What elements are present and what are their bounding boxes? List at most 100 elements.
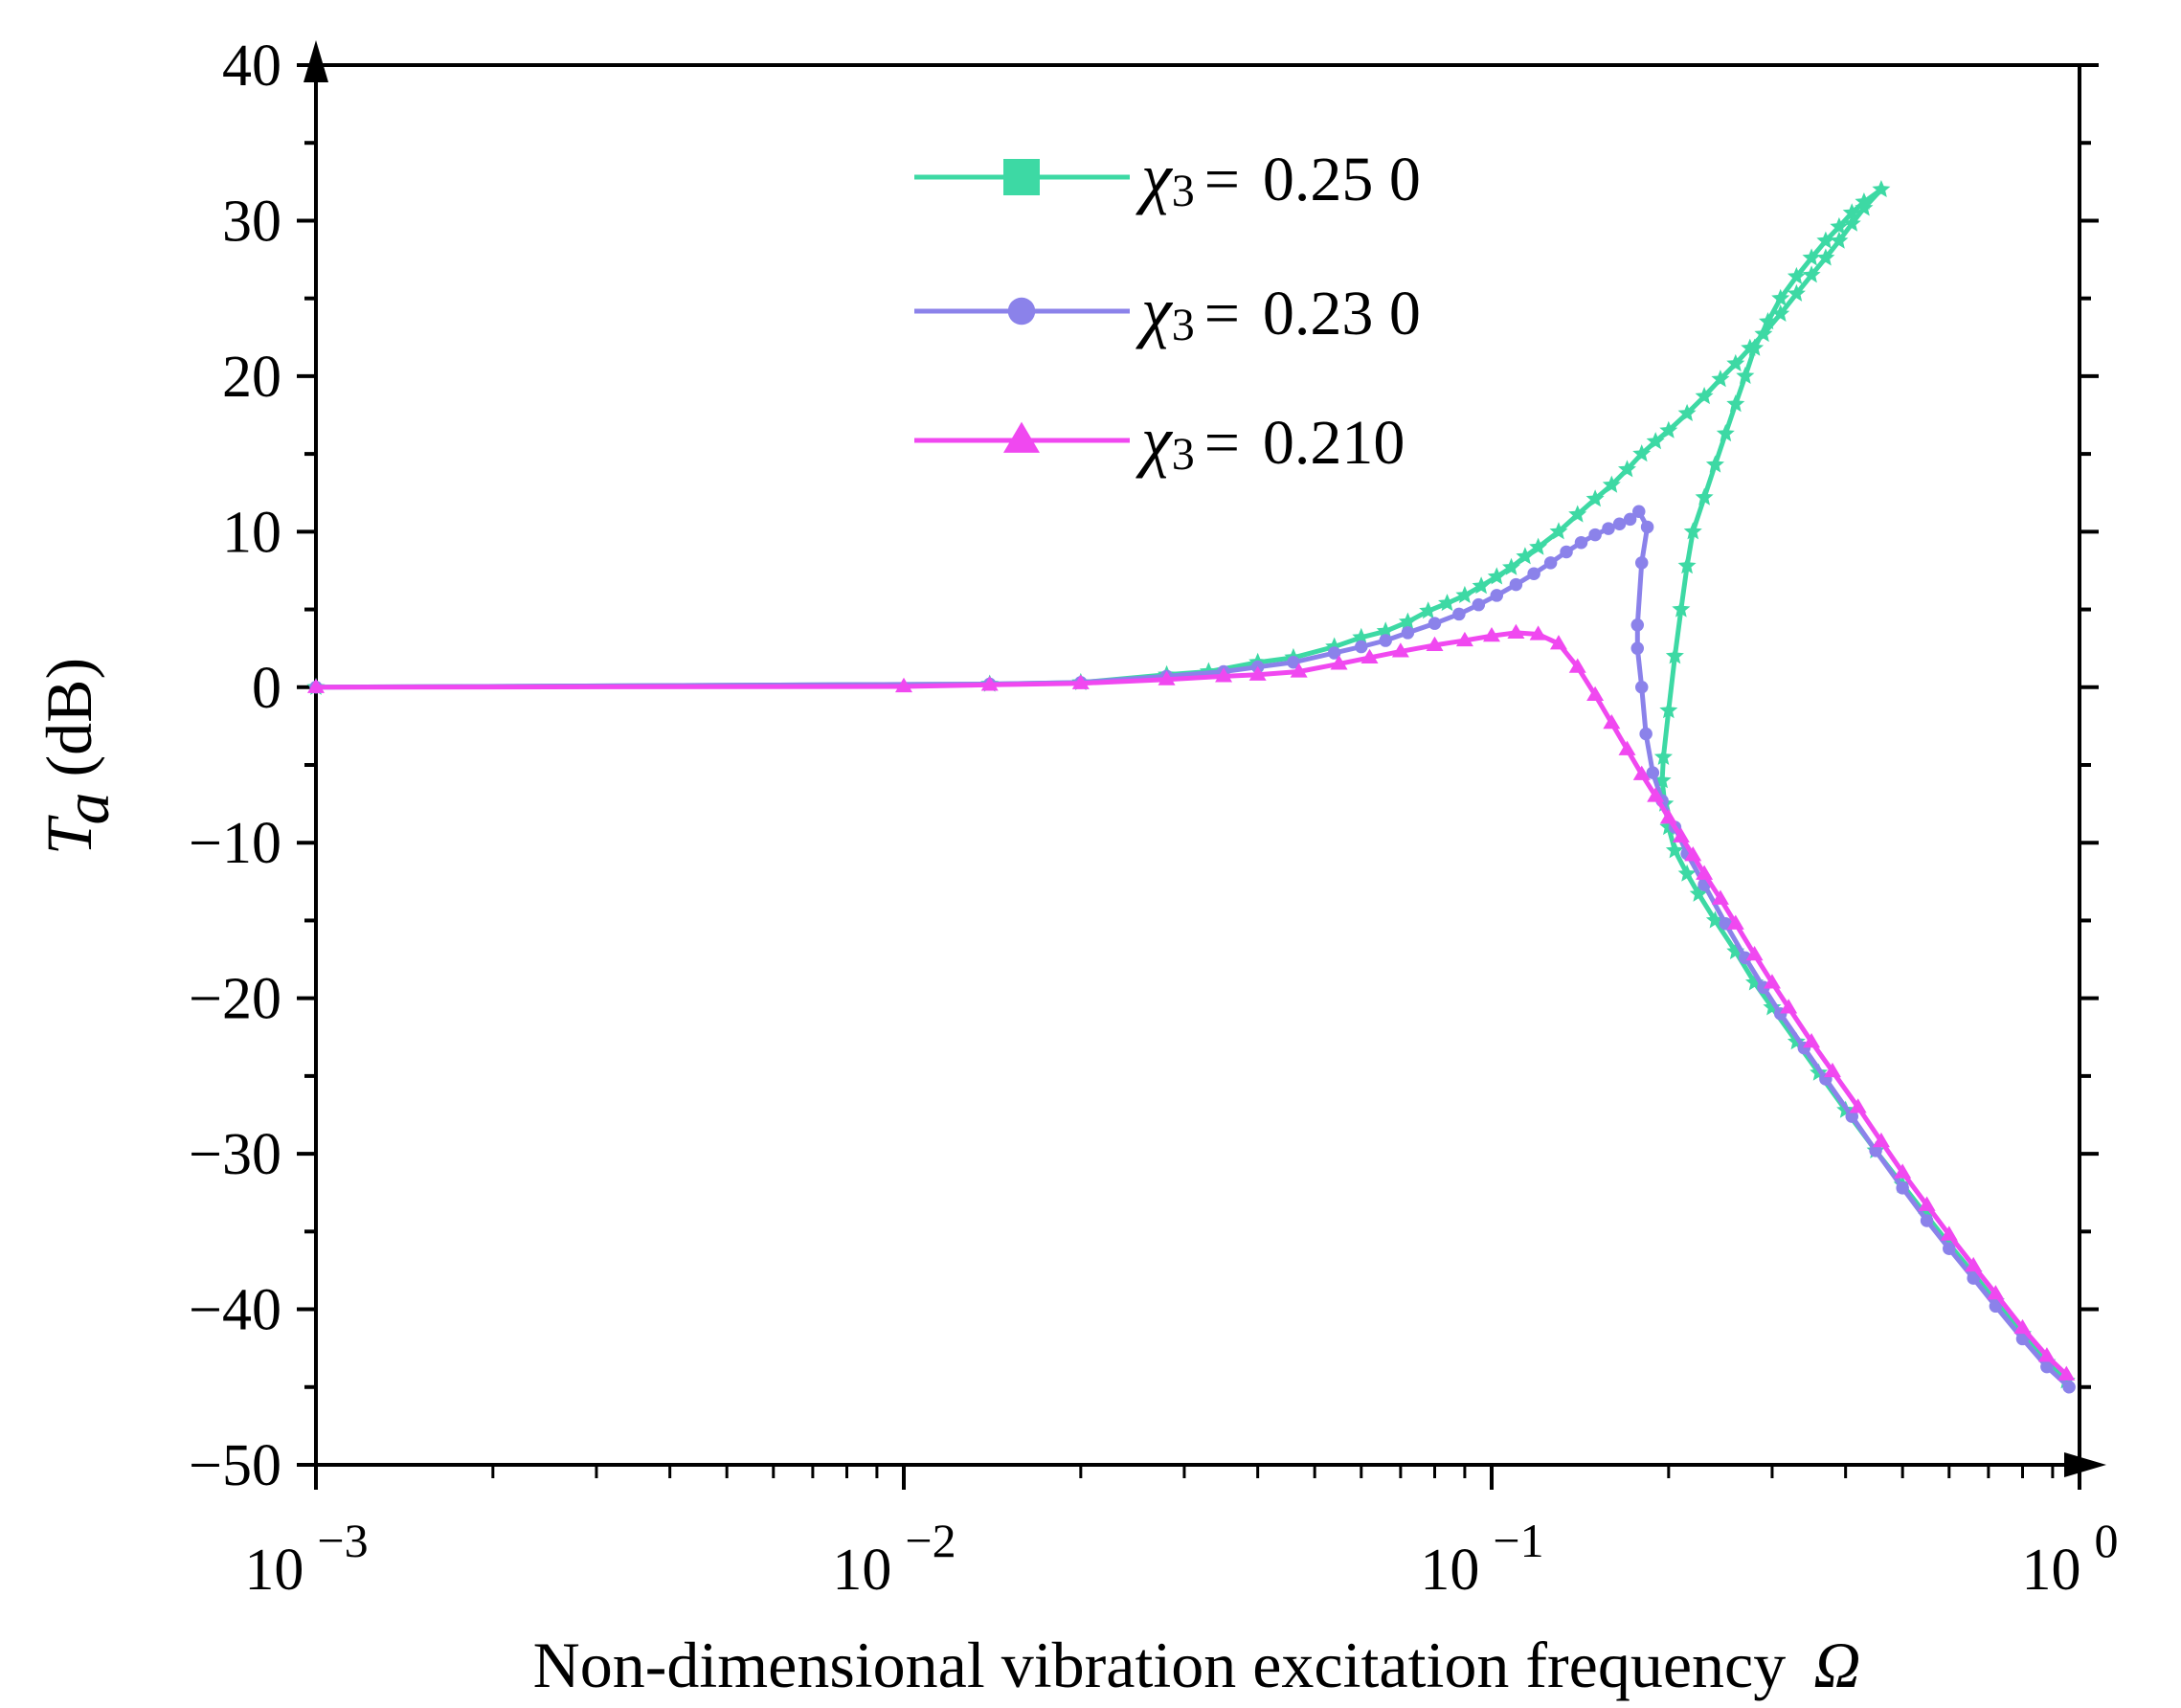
data-point <box>1653 747 1673 765</box>
data-point <box>1705 910 1724 929</box>
data-point <box>1920 1214 1934 1227</box>
data-point <box>1428 617 1442 630</box>
data-point <box>1639 727 1653 741</box>
data-point <box>1630 641 1645 655</box>
data-point <box>1574 535 1588 550</box>
data-point <box>1894 1163 1912 1179</box>
data-point <box>1158 670 1176 685</box>
data-point <box>1787 283 1806 302</box>
data-point <box>1705 455 1724 473</box>
data-point <box>1711 889 1729 905</box>
y-tick-label: −30 <box>189 1122 281 1187</box>
legend-marker <box>1003 159 1040 195</box>
legend-value: 0.210 <box>1263 408 1405 478</box>
data-point <box>1771 303 1790 322</box>
data-point <box>2015 1332 2030 1346</box>
data-point <box>980 676 999 691</box>
y-tick-label: −10 <box>189 811 281 876</box>
data-point <box>1803 1032 1821 1048</box>
x-axis-label: Non-dimensional vibration excitation fre… <box>533 1629 1787 1701</box>
legend: χ3 = 0.25 0χ3 = 0.23 0χ3 = 0.210 <box>914 139 1421 480</box>
data-point <box>1780 999 1798 1014</box>
data-point <box>1290 663 1308 678</box>
data-point <box>1845 1110 1858 1123</box>
y-tick-label: 0 <box>252 656 281 721</box>
x-tick-label: 10 −3 <box>244 1514 368 1603</box>
data-point <box>1455 585 1474 603</box>
legend-marker <box>1007 297 1036 326</box>
data-point <box>1401 626 1415 640</box>
data-point <box>1726 353 1745 371</box>
y-tick-label: −20 <box>189 967 281 1032</box>
legend-symbol: χ <box>1135 273 1174 349</box>
data-point <box>2057 1365 2076 1381</box>
data-point <box>1618 740 1636 755</box>
data-point <box>1754 325 1773 343</box>
data-point <box>1683 522 1702 540</box>
data-point <box>2013 1318 2032 1335</box>
data-point <box>1560 545 1573 559</box>
data-point <box>2062 1381 2076 1394</box>
data-point <box>1816 231 1835 249</box>
data-point <box>1855 198 1874 216</box>
svg-text:Non-dimensional vibration exci: Non-dimensional vibration excitation fre… <box>533 1629 1861 1701</box>
data-point <box>1967 1271 1980 1285</box>
data-point <box>1659 809 1677 824</box>
y-tick-label: −40 <box>189 1278 281 1343</box>
data-point <box>1549 522 1568 540</box>
x-tick-base: 10 <box>2022 1538 2081 1603</box>
data-point <box>1438 594 1456 612</box>
data-point <box>1943 1242 1956 1255</box>
data-point <box>1659 420 1678 438</box>
data-point <box>1677 556 1697 574</box>
x-tick-label: 10 −1 <box>1420 1514 1543 1603</box>
y-tick-label: −50 <box>189 1433 281 1498</box>
data-point <box>1472 576 1491 595</box>
data-point <box>1855 192 1874 210</box>
x-tick-label: 10 0 <box>2022 1514 2119 1603</box>
data-point <box>1672 827 1690 843</box>
data-point <box>1830 231 1849 249</box>
data-point <box>1490 589 1504 602</box>
data-point <box>1452 607 1466 621</box>
x-tick-label: 10 −2 <box>832 1514 956 1603</box>
x-axis-symbol: Ω <box>1813 1629 1860 1701</box>
data-point <box>1487 567 1506 585</box>
data-point <box>1802 248 1821 266</box>
data-point <box>1623 512 1637 527</box>
series-line <box>315 508 2071 1389</box>
data-point <box>1739 951 1752 965</box>
data-point <box>1529 625 1547 640</box>
legend-marker <box>1003 421 1040 453</box>
data-point <box>1330 655 1348 670</box>
data-point <box>1918 1196 1936 1211</box>
legend-equals: = <box>1204 145 1240 214</box>
data-point <box>1745 946 1764 961</box>
data-point <box>1763 998 1782 1016</box>
x-tick-base: 10 <box>244 1538 304 1603</box>
legend-label: χ3 = 0.25 0 <box>1135 139 1421 216</box>
series-layer <box>306 180 2076 1394</box>
data-point <box>1872 1132 1890 1148</box>
data-point <box>1586 685 1605 702</box>
y-tick-label: 10 <box>222 500 281 565</box>
data-point <box>1632 505 1646 518</box>
x-tick-exponent: −1 <box>1493 1514 1543 1567</box>
data-point <box>1830 216 1849 235</box>
data-point <box>1816 248 1835 266</box>
legend-equals: = <box>1204 279 1240 348</box>
data-point <box>1965 1256 1983 1272</box>
data-point <box>2040 1360 2054 1374</box>
data-point <box>1665 646 1684 664</box>
x-axis-title: Non-dimensional vibration excitation fre… <box>533 1629 1861 1701</box>
data-point <box>1632 765 1651 780</box>
data-point <box>1483 626 1500 642</box>
data-point <box>1352 627 1371 645</box>
data-point <box>1940 1225 1958 1241</box>
data-point <box>1989 1299 2003 1314</box>
data-point <box>1632 444 1652 462</box>
y-tick-label: 30 <box>222 189 281 254</box>
data-point <box>1896 1181 1909 1195</box>
